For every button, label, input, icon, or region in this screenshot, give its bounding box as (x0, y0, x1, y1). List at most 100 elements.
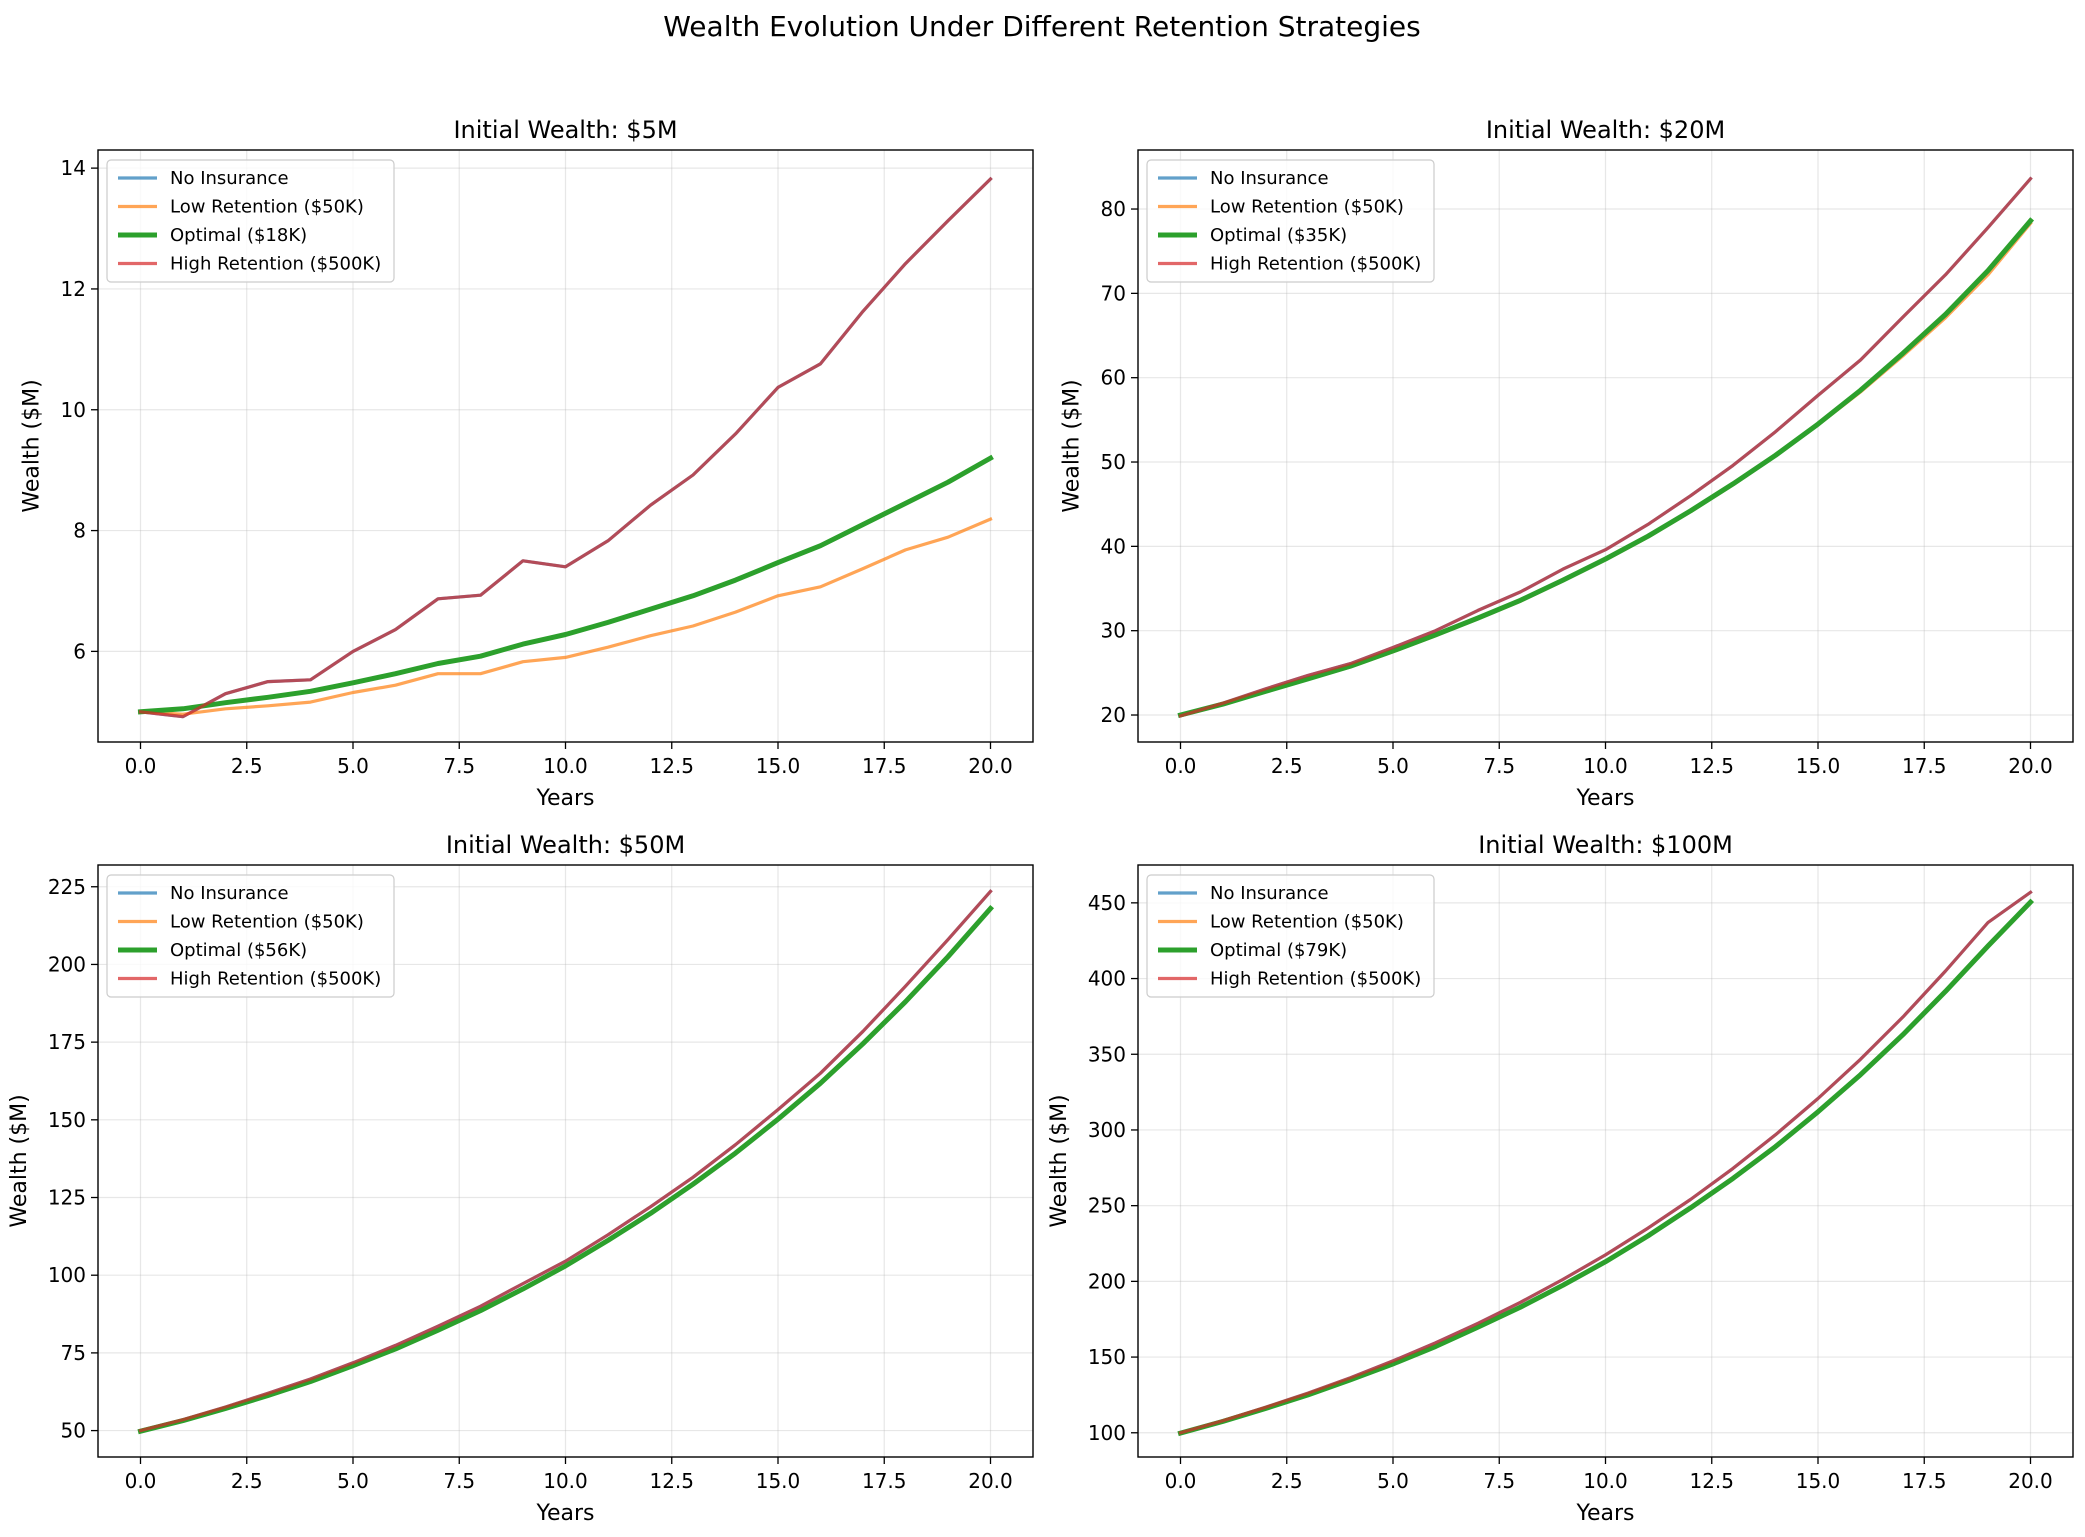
x-tick-label: 2.5 (1271, 754, 1303, 778)
y-tick-label: 60 (1101, 366, 1126, 390)
y-axis-label: Wealth ($M) (1060, 379, 1085, 512)
x-tick-label: 7.5 (1483, 754, 1515, 778)
legend-box (1146, 159, 1435, 283)
legend-label: Optimal ($18K) (170, 225, 307, 246)
legend-label: High Retention ($500K) (1210, 254, 1421, 275)
legend-item: Low Retention ($50K) (118, 197, 364, 218)
x-tick-label: 7.5 (443, 1469, 475, 1493)
figure-title: Wealth Evolution Under Different Retenti… (663, 10, 1420, 43)
x-tick-label: 2.5 (1271, 1469, 1303, 1493)
x-tick-label: 15.0 (756, 754, 801, 778)
series-line-4 (1178, 176, 2033, 718)
legend-box (106, 159, 395, 283)
legend-label: No Insurance (170, 883, 289, 904)
y-tick-label: 6 (73, 639, 86, 663)
y-tick-label: 80 (1101, 197, 1126, 221)
x-tick-label: 7.5 (443, 754, 475, 778)
legend-box (1146, 874, 1435, 998)
legend-item: Low Retention ($50K) (1158, 912, 1404, 933)
y-tick-label: 125 (48, 1186, 86, 1210)
x-tick-label: 17.5 (862, 754, 907, 778)
x-tick-label: 10.0 (1583, 1469, 1628, 1493)
x-tick-label: 20.0 (2008, 1469, 2053, 1493)
legend-label: Low Retention ($50K) (1210, 912, 1404, 933)
y-tick-label: 50 (61, 1419, 86, 1443)
legend-label: No Insurance (170, 168, 289, 189)
legend-label: Optimal ($35K) (1210, 225, 1347, 246)
panel-title: Initial Wealth: $100M (1478, 831, 1733, 859)
chart-panel-2: 0.0 2.5 5.0 7.5 10.0 12.5 15.0 17.5 20.0 20 30 40 50… (1060, 116, 2074, 811)
y-tick-label: 12 (61, 277, 86, 301)
legend: No Insurance Low Retention ($50K) Optimal … (106, 874, 395, 998)
panel-title: Initial Wealth: $50M (446, 831, 685, 859)
x-tick-label: 20.0 (968, 1469, 1013, 1493)
y-tick-label: 150 (48, 1108, 86, 1132)
legend-label: Low Retention ($50K) (170, 912, 364, 933)
y-axis-label: Wealth ($M) (7, 1094, 32, 1227)
legend-label: High Retention ($500K) (1210, 969, 1421, 990)
legend-item: High Retention ($500K) (1158, 969, 1421, 990)
x-axis-label: Years (1575, 786, 1634, 811)
x-axis-label: Years (535, 786, 594, 811)
y-tick-label: 10 (61, 398, 86, 422)
legend-item: Low Retention ($50K) (1158, 197, 1404, 218)
y-tick-label: 175 (48, 1030, 86, 1054)
series-lines (137, 889, 995, 1435)
y-tick-label: 50 (1101, 450, 1126, 474)
y-tick-label: 14 (61, 156, 86, 180)
series-line-3 (1177, 898, 2035, 1437)
x-tick-label: 15.0 (756, 1469, 801, 1493)
series-line-4 (138, 889, 993, 1433)
y-tick-label: 100 (48, 1263, 86, 1287)
x-axis-label: Years (535, 1501, 594, 1526)
legend-label: Low Retention ($50K) (170, 197, 364, 218)
x-tick-label: 5.0 (1377, 1469, 1409, 1493)
y-tick-label: 450 (1088, 891, 1126, 915)
legend-item: No Insurance (1158, 168, 1329, 189)
legend: No Insurance Low Retention ($50K) Optimal … (1146, 159, 1435, 283)
series-line-2 (138, 517, 993, 716)
x-tick-label: 0.0 (1165, 754, 1197, 778)
legend-label: Low Retention ($50K) (1210, 197, 1404, 218)
x-tick-label: 5.0 (337, 1469, 369, 1493)
y-tick-label: 100 (1088, 1421, 1126, 1445)
legend-item: No Insurance (1158, 883, 1329, 904)
y-axis-label: Wealth ($M) (20, 379, 45, 512)
x-tick-label: 7.5 (1483, 1469, 1515, 1493)
x-tick-label: 12.5 (649, 1469, 694, 1493)
x-tick-label: 0.0 (1165, 1469, 1197, 1493)
y-tick-label: 400 (1088, 967, 1126, 991)
legend-item: High Retention ($500K) (1158, 254, 1421, 275)
series-lines (1177, 890, 2035, 1437)
x-tick-label: 10.0 (543, 754, 588, 778)
chart-panel-1: 0.0 2.5 5.0 7.5 10.0 12.5 15.0 17.5 20.0 6 8 10 12 14… (20, 116, 1034, 811)
legend-label: High Retention ($500K) (170, 969, 381, 990)
legend-label: No Insurance (1210, 168, 1329, 189)
legend-label: Optimal ($56K) (170, 940, 307, 961)
x-tick-label: 2.5 (231, 754, 263, 778)
series-lines (1177, 176, 2035, 719)
chart-panel-3: 0.0 2.5 5.0 7.5 10.0 12.5 15.0 17.5 20.0 50 75 100 1… (7, 831, 1034, 1526)
x-tick-label: 5.0 (1377, 754, 1409, 778)
y-axis-label: Wealth ($M) (1047, 1094, 1072, 1227)
y-tick-label: 200 (1088, 1269, 1126, 1293)
y-tick-label: 350 (1088, 1042, 1126, 1066)
x-tick-label: 10.0 (1583, 754, 1628, 778)
y-tick-label: 75 (61, 1341, 86, 1365)
series-line-4 (1178, 890, 2033, 1435)
series-lines (137, 176, 994, 719)
x-tick-label: 10.0 (543, 1469, 588, 1493)
y-tick-label: 300 (1088, 1118, 1126, 1142)
x-tick-label: 15.0 (1796, 1469, 1841, 1493)
legend-item: Optimal ($18K) (118, 225, 307, 246)
series-line-3 (137, 904, 995, 1435)
y-tick-label: 20 (1101, 703, 1126, 727)
series-line-4 (138, 176, 993, 719)
panel-title: Initial Wealth: $5M (453, 116, 677, 144)
x-tick-label: 12.5 (1689, 754, 1734, 778)
y-tick-label: 200 (48, 952, 86, 976)
x-tick-label: 17.5 (1902, 1469, 1947, 1493)
legend-item: High Retention ($500K) (118, 254, 381, 275)
y-tick-label: 225 (48, 875, 86, 899)
legend-item: Low Retention ($50K) (118, 912, 364, 933)
